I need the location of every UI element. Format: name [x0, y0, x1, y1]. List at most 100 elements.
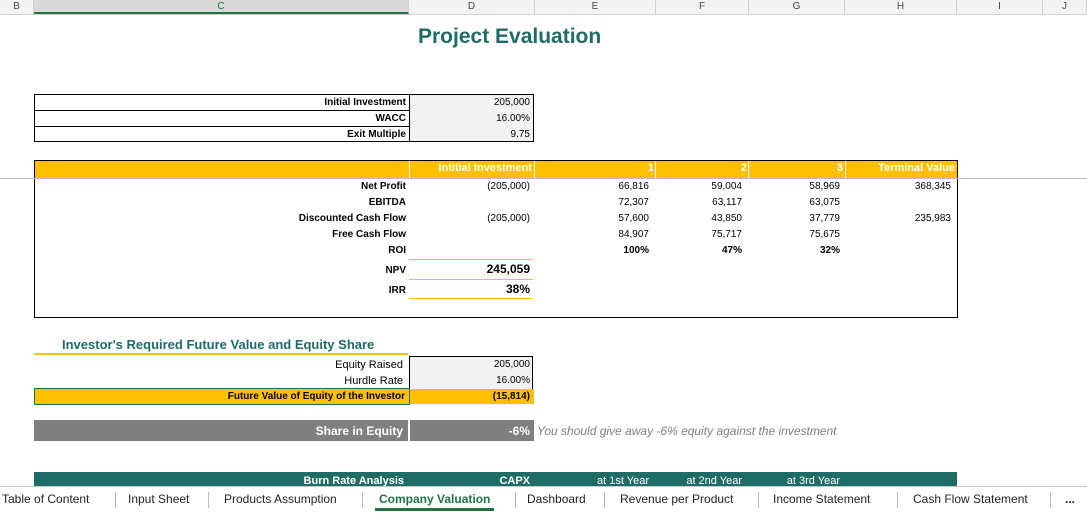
share-in-equity-value[interactable]: -6%: [508, 424, 530, 438]
column-header-f[interactable]: F: [656, 0, 749, 14]
input-label-initial-investment: Initial Investment: [324, 97, 406, 108]
npv-bottom-border: [409, 279, 533, 280]
cell-net-profit-y1[interactable]: 66,816: [618, 181, 649, 192]
table-header-row: [35, 161, 957, 178]
future-value-cell-bg: [410, 389, 534, 404]
investor-value-equity-raised[interactable]: 205,000: [493, 359, 530, 370]
irr-value[interactable]: 38%: [505, 282, 530, 296]
tab-separator: [758, 492, 759, 508]
header-year-1: 1: [647, 162, 654, 174]
inputs-values-area: [409, 95, 533, 141]
tab-cash-flow-statement[interactable]: Cash Flow Statement: [913, 492, 1028, 506]
npv-label: NPV: [385, 265, 406, 276]
npv-top-border: [409, 259, 533, 260]
tab-income-statement[interactable]: Income Statement: [773, 492, 871, 506]
irr-label: IRR: [388, 285, 406, 296]
cell-dcf-terminal[interactable]: 235,983: [914, 213, 951, 224]
burn-header-year1: at 1st Year: [597, 475, 649, 486]
cell-net-profit-terminal[interactable]: 368,345: [914, 181, 951, 192]
column-header-i[interactable]: I: [957, 0, 1043, 14]
inputs-block: [34, 94, 534, 142]
divider: [34, 110, 409, 111]
header-year-2: 2: [740, 162, 747, 174]
row-gridline: [0, 178, 1087, 179]
column-header-bar: B C D E F G H I J: [0, 0, 1087, 15]
input-value-wacc[interactable]: 16.00%: [496, 113, 530, 124]
divider: [655, 161, 656, 178]
cell-dcf-y2[interactable]: 43,850: [711, 213, 742, 224]
more-tabs-button[interactable]: ...: [1065, 492, 1076, 506]
burn-header-label: Burn Rate Analysis: [303, 475, 404, 486]
tab-company-valuation[interactable]: Company Valuation: [375, 487, 495, 511]
cell-roi-y2[interactable]: 47%: [721, 245, 742, 256]
cell-ebitda-y2[interactable]: 63,117: [712, 197, 742, 208]
row-label-roi: ROI: [388, 245, 406, 256]
cell-dcf-y3[interactable]: 37,779: [809, 213, 840, 224]
tab-separator: [897, 492, 898, 508]
input-label-wacc: WACC: [375, 113, 406, 124]
cell-dcf-y1[interactable]: 57,600: [618, 213, 649, 224]
column-header-g[interactable]: G: [749, 0, 845, 14]
header-terminal-value: Terminal Value: [878, 162, 955, 174]
burn-header-year2: at 2nd Year: [686, 475, 742, 486]
investor-label-future-value: Future Value of Equity of the Investor: [227, 391, 405, 402]
investor-label-hurdle-rate: Hurdle Rate: [344, 375, 403, 387]
tab-separator: [515, 492, 516, 508]
divider: [534, 161, 535, 178]
header-year-3: 3: [836, 162, 843, 174]
input-label-exit-multiple: Exit Multiple: [347, 129, 406, 140]
cell-fcf-y3[interactable]: 75,675: [809, 229, 840, 240]
cell-ebitda-y1[interactable]: 72,307: [618, 197, 649, 208]
npv-value[interactable]: 245,059: [486, 262, 530, 276]
column-header-c[interactable]: C: [34, 0, 409, 14]
investor-value-hurdle-rate[interactable]: 16.00%: [496, 375, 530, 386]
tab-dashboard[interactable]: Dashboard: [527, 492, 586, 506]
header-initial-investment: Intitial Investment: [438, 162, 532, 174]
tab-separator: [1050, 492, 1051, 508]
investor-label-equity-raised: Equity Raised: [335, 359, 403, 371]
cell-net-profit-initial[interactable]: (205,000): [487, 181, 530, 192]
page-title: Project Evaluation: [418, 25, 602, 48]
column-header-h[interactable]: H: [845, 0, 957, 14]
investor-value-future-value[interactable]: (15,814): [492, 391, 530, 402]
burn-header-capx: CAPX: [499, 475, 530, 486]
tab-separator: [604, 492, 605, 508]
tab-separator: [208, 492, 209, 508]
tab-revenue-per-product[interactable]: Revenue per Product: [620, 492, 734, 506]
tab-table-of-content[interactable]: Table of Content: [2, 492, 90, 506]
divider: [408, 420, 410, 441]
divider: [748, 161, 749, 178]
investor-heading: Investor's Required Future Value and Equ…: [62, 337, 375, 352]
row-label-ebitda: EBITDA: [368, 197, 406, 208]
input-value-exit-multiple[interactable]: 9.75: [510, 129, 530, 140]
cell-ebitda-y3[interactable]: 63,075: [809, 197, 840, 208]
cell-roi-y1[interactable]: 100%: [623, 245, 649, 256]
column-header-e[interactable]: E: [535, 0, 656, 14]
input-value-initial-investment[interactable]: 205,000: [493, 97, 530, 108]
divider: [34, 126, 409, 127]
valuation-table: [34, 160, 958, 318]
cell-net-profit-y2[interactable]: 59,004: [711, 181, 742, 192]
column-header-j[interactable]: J: [1043, 0, 1087, 14]
cell-net-profit-y3[interactable]: 58,969: [809, 181, 840, 192]
tab-input-sheet[interactable]: Input Sheet: [128, 492, 190, 506]
selected-cell-future-value[interactable]: [34, 388, 410, 405]
column-header-d[interactable]: D: [409, 0, 535, 14]
row-label-dcf: Discounted Cash Flow: [298, 213, 406, 224]
share-in-equity-label: Share in Equity: [315, 424, 403, 438]
burn-rate-header-row: Burn Rate Analysis CAPX at 1st Year at 2…: [34, 472, 957, 486]
share-note: You should give away -6% equity against …: [537, 424, 837, 438]
tab-products-assumption[interactable]: Products Assumption: [224, 492, 337, 506]
cell-fcf-y2[interactable]: 75,717: [711, 229, 742, 240]
column-header-b[interactable]: B: [0, 0, 34, 14]
irr-bottom-border: [409, 298, 533, 299]
cell-dcf-initial[interactable]: (205,000): [487, 213, 530, 224]
row-label-net-profit: Net Profit: [361, 181, 406, 192]
cell-fcf-y1[interactable]: 84,907: [618, 229, 649, 240]
sheet-tab-bar: Table of Content Input Sheet Products As…: [0, 486, 1087, 517]
row-label-fcf: Free Cash Flow: [332, 229, 406, 240]
burn-header-year3: at 3rd Year: [786, 475, 840, 486]
cell-roi-y3[interactable]: 32%: [819, 245, 840, 256]
tab-separator: [115, 492, 116, 508]
divider: [409, 161, 410, 178]
